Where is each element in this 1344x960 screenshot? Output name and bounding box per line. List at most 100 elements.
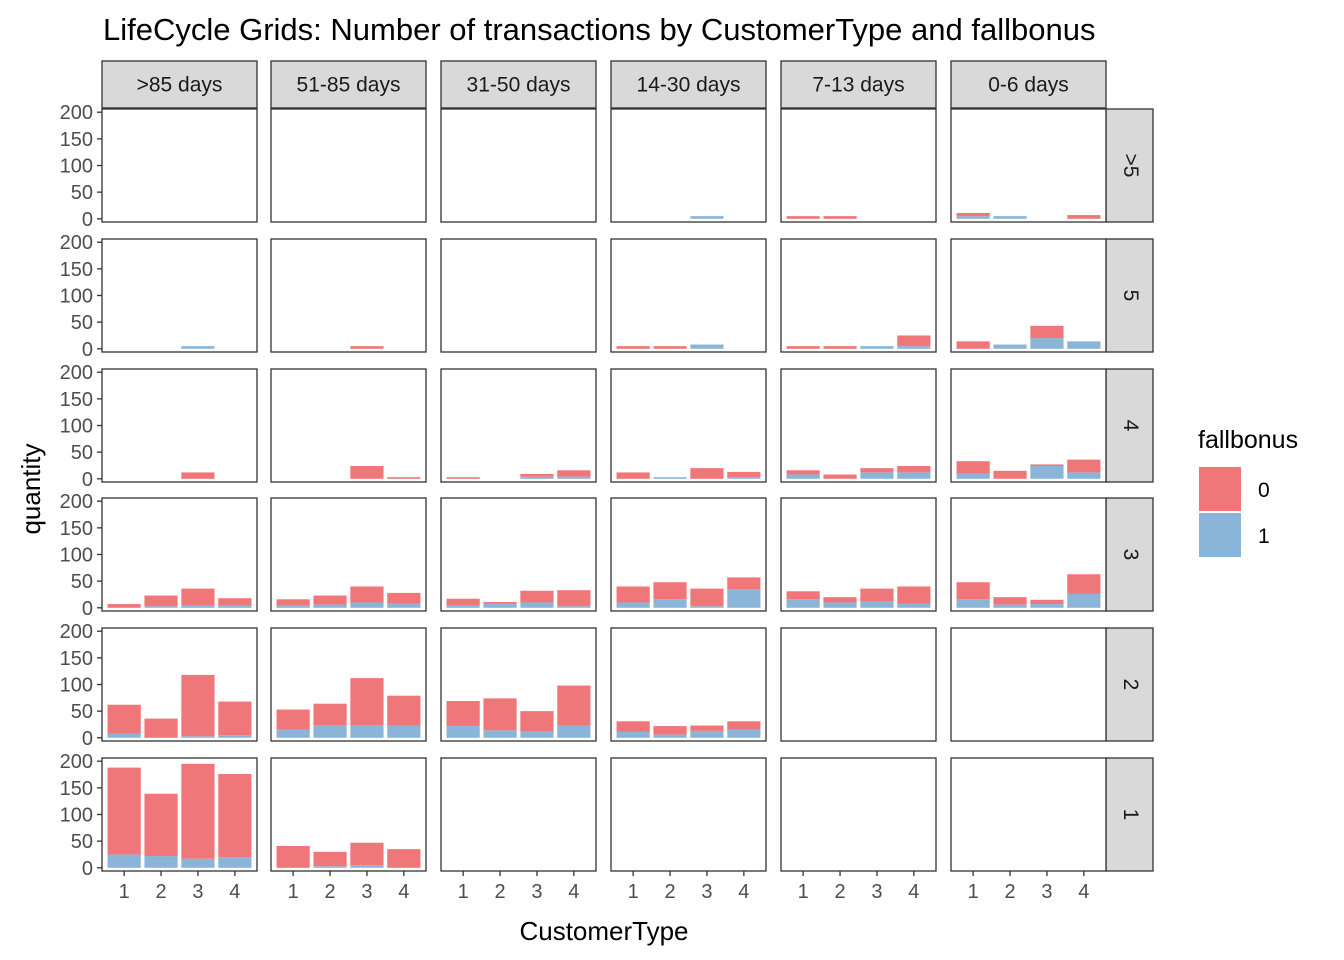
y-tick-label: 200 [60,751,93,773]
facet-panel [950,497,1107,612]
bar-fallbonus-0 [653,726,687,735]
bar-fallbonus-0 [1067,215,1101,219]
facet-panel [440,757,597,872]
bar-fallbonus-0 [557,590,591,607]
facet-panel [780,238,937,353]
bar-fallbonus-0 [1067,459,1101,473]
y-tick-label: 0 [82,728,93,750]
bar-fallbonus-0 [1067,574,1101,594]
bar-fallbonus-0 [218,773,252,858]
bar-fallbonus-1 [956,216,990,219]
bar-fallbonus-0 [446,701,480,727]
bar-fallbonus-0 [276,845,310,868]
column-strip-background [270,60,427,109]
x-axis: 1 2 3 4 [798,871,919,903]
panel-background [102,498,257,611]
panel-border [610,368,767,483]
y-axis: 0 50 100 150 200 [60,232,102,361]
bar-fallbonus-0 [823,474,857,479]
x-tick-label: 3 [192,881,203,903]
y-tick-label: 150 [60,259,93,281]
facet-panel [610,368,767,483]
row-strip: 5 [1105,238,1154,353]
row-strip-label: 4 [1119,420,1142,432]
panel-background [781,369,936,482]
bar-fallbonus-1 [387,725,421,738]
x-tick-label: 4 [1078,881,1089,903]
column-strip: 7-13 days [780,60,937,109]
x-tick-label: 1 [628,881,639,903]
bar-fallbonus-0 [616,586,650,603]
column-strip-label: 51-85 days [297,74,401,97]
column-strip-label: 31-50 days [467,74,571,97]
bar-fallbonus-0 [276,599,310,606]
y-axis-title: quantity [16,443,46,534]
bar-fallbonus-1 [690,344,724,349]
panel-border [610,627,767,742]
column-strip-label: >85 days [137,74,223,97]
bar-fallbonus-0 [313,851,347,867]
bar-fallbonus-1 [557,606,591,608]
facet-panel [270,627,427,742]
bar-fallbonus-1 [1067,341,1101,349]
legend-entry: 0 [1199,467,1270,511]
column-strip: 0-6 days [950,60,1107,109]
bar-fallbonus-1 [350,602,384,608]
bar-fallbonus-1 [1030,604,1064,608]
bar-fallbonus-1 [144,606,178,608]
bar-fallbonus-0 [993,470,1027,479]
bar-fallbonus-1 [483,603,517,608]
bar-fallbonus-0 [823,597,857,603]
facet-panel [270,108,427,223]
panel-border [440,108,597,223]
bar-fallbonus-1 [483,730,517,738]
bar-fallbonus-1 [860,472,894,479]
bar-fallbonus-1 [218,605,252,608]
panel-background [781,239,936,352]
row-strip-label: 5 [1119,290,1142,302]
bar-fallbonus-0 [956,341,990,349]
y-tick-label: 200 [60,621,93,643]
bar-fallbonus-0 [727,471,761,478]
bar-fallbonus-1 [276,605,310,608]
row-strip-background [1105,497,1154,612]
bar-fallbonus-1 [616,602,650,608]
facet-panel [440,368,597,483]
bar-fallbonus-0 [786,346,820,349]
column-strip: 14-30 days [610,60,767,109]
bar-fallbonus-0 [786,216,820,219]
row-strip: 2 [1105,627,1154,742]
bar-fallbonus-1 [993,344,1027,349]
bar-fallbonus-0 [107,704,141,734]
x-axis-title: CustomerType [519,916,688,946]
bar-fallbonus-0 [483,698,517,731]
x-tick-label: 1 [968,881,979,903]
row-strip: >5 [1105,108,1154,223]
x-tick-label: 4 [738,881,749,903]
panel-background [271,109,426,222]
x-tick-label: 1 [458,881,469,903]
panel-border [610,497,767,612]
bar-fallbonus-1 [823,602,857,608]
facet-panel [440,108,597,223]
facet-panel [610,497,767,612]
column-strip-background [610,60,767,109]
y-tick-label: 100 [60,156,93,178]
x-tick-label: 2 [834,881,845,903]
bar-fallbonus-0 [350,842,384,866]
bar-fallbonus-1 [956,599,990,608]
column-strip: 31-50 days [440,60,597,109]
x-axis: 1 2 3 4 [119,871,240,903]
bar-fallbonus-1 [897,346,931,349]
bar-fallbonus-0 [690,468,724,479]
y-tick-label: 150 [60,129,93,151]
y-tick-label: 150 [60,389,93,411]
bar-fallbonus-0 [387,477,421,479]
x-tick-label: 4 [229,881,240,903]
facet-panel [610,757,767,872]
row-strip-label: 1 [1119,809,1142,821]
panel-border [610,238,767,353]
legend-key-swatch [1199,513,1241,557]
bar-fallbonus-1 [218,857,252,868]
y-tick-label: 200 [60,362,93,384]
